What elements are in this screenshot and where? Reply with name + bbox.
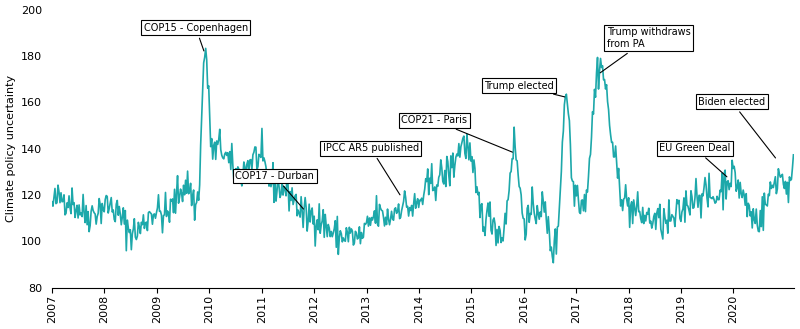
Y-axis label: Climate policy uncertainty: Climate policy uncertainty: [6, 75, 15, 222]
Text: COP17 - Durban: COP17 - Durban: [235, 171, 314, 209]
Text: EU Green Deal: EU Green Deal: [659, 143, 730, 177]
Text: Trump elected: Trump elected: [484, 81, 565, 97]
Text: COP21 - Paris: COP21 - Paris: [402, 115, 513, 152]
Text: Biden elected: Biden elected: [698, 97, 775, 158]
Text: COP15 - Copenhagen: COP15 - Copenhagen: [144, 23, 248, 51]
Text: Trump withdraws
from PA: Trump withdraws from PA: [600, 27, 690, 73]
Text: IPCC AR5 published: IPCC AR5 published: [322, 143, 418, 195]
